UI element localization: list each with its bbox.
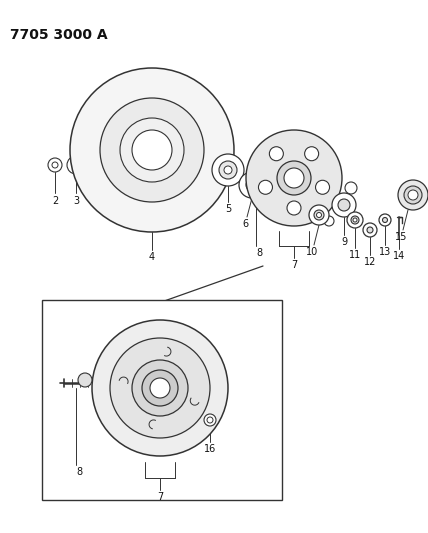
- Circle shape: [100, 98, 204, 202]
- Circle shape: [284, 168, 304, 188]
- Text: 11: 11: [349, 250, 361, 260]
- Bar: [42, 300, 282, 500]
- Circle shape: [259, 180, 273, 194]
- Circle shape: [204, 414, 216, 426]
- Text: 2: 2: [52, 196, 58, 206]
- Circle shape: [287, 201, 301, 215]
- Circle shape: [383, 217, 387, 222]
- Text: 7: 7: [291, 260, 297, 270]
- Circle shape: [249, 182, 255, 188]
- Circle shape: [332, 193, 356, 217]
- Text: 8: 8: [76, 467, 82, 477]
- Text: 12: 12: [364, 257, 376, 267]
- Circle shape: [246, 179, 258, 191]
- Text: 8: 8: [256, 248, 262, 258]
- Circle shape: [132, 360, 188, 416]
- Circle shape: [379, 214, 391, 226]
- Circle shape: [212, 154, 244, 186]
- Text: 15: 15: [395, 232, 407, 242]
- Circle shape: [207, 417, 213, 423]
- Circle shape: [345, 182, 357, 194]
- Text: 10: 10: [306, 247, 318, 257]
- Circle shape: [70, 68, 234, 232]
- Circle shape: [52, 162, 58, 168]
- Circle shape: [239, 172, 265, 198]
- Circle shape: [142, 370, 178, 406]
- Circle shape: [398, 180, 428, 210]
- Circle shape: [338, 199, 350, 211]
- Circle shape: [72, 161, 80, 169]
- Circle shape: [363, 223, 377, 237]
- Circle shape: [367, 227, 373, 233]
- Circle shape: [224, 166, 232, 174]
- Text: 5: 5: [225, 204, 231, 214]
- Circle shape: [78, 373, 92, 387]
- Circle shape: [324, 216, 334, 226]
- Text: 13: 13: [379, 247, 391, 257]
- Text: 14: 14: [393, 251, 405, 261]
- Circle shape: [408, 190, 418, 200]
- Circle shape: [305, 147, 318, 161]
- Circle shape: [48, 158, 62, 172]
- Circle shape: [351, 216, 359, 224]
- Text: 9: 9: [341, 237, 347, 247]
- Text: 3: 3: [73, 196, 79, 206]
- Circle shape: [246, 130, 342, 226]
- Text: 7705 3000 A: 7705 3000 A: [10, 28, 107, 42]
- Circle shape: [347, 212, 363, 228]
- Circle shape: [269, 147, 283, 161]
- Circle shape: [314, 210, 324, 220]
- Circle shape: [150, 378, 170, 398]
- Circle shape: [353, 218, 357, 222]
- Circle shape: [110, 338, 210, 438]
- Text: 16: 16: [204, 444, 216, 454]
- Circle shape: [315, 180, 330, 194]
- Circle shape: [67, 156, 85, 174]
- Circle shape: [120, 118, 184, 182]
- Circle shape: [277, 161, 311, 195]
- Text: 6: 6: [242, 219, 248, 229]
- Text: 4: 4: [149, 252, 155, 262]
- Circle shape: [219, 161, 237, 179]
- Circle shape: [316, 213, 321, 217]
- Circle shape: [404, 186, 422, 204]
- Circle shape: [309, 205, 329, 225]
- Circle shape: [132, 130, 172, 170]
- Circle shape: [92, 320, 228, 456]
- Text: 7: 7: [157, 492, 163, 502]
